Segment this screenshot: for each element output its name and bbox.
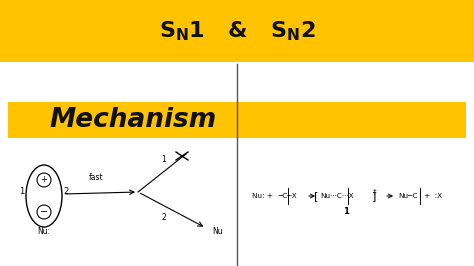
Text: 2: 2 [64,188,69,197]
Text: Nu···C···X: Nu···C···X [320,193,354,199]
Text: 2: 2 [162,214,166,222]
Text: ]: ] [372,191,376,201]
Text: Nu: Nu [213,227,223,236]
Text: Mechanism: Mechanism [49,107,216,133]
Text: 1: 1 [343,207,349,217]
Text: Nu─C: Nu─C [398,193,418,199]
Text: Nu:: Nu: [37,227,51,236]
Text: $\mathbf{S_N1}$   &   $\mathbf{S_N2}$: $\mathbf{S_N1}$ & $\mathbf{S_N2}$ [159,19,315,43]
Text: −: − [40,207,48,217]
Text: ‡: ‡ [373,188,377,194]
Text: 1: 1 [19,188,25,197]
Text: [: [ [315,191,319,201]
Text: ─C─X: ─C─X [278,193,297,199]
Text: fast: fast [89,173,103,182]
Text: Nu: +: Nu: + [252,193,273,199]
Text: 1: 1 [162,156,166,164]
Bar [0,0,474,62]
Bar [8,102,466,138]
Text: +  :X: + :X [424,193,442,199]
Text: +: + [41,176,47,185]
